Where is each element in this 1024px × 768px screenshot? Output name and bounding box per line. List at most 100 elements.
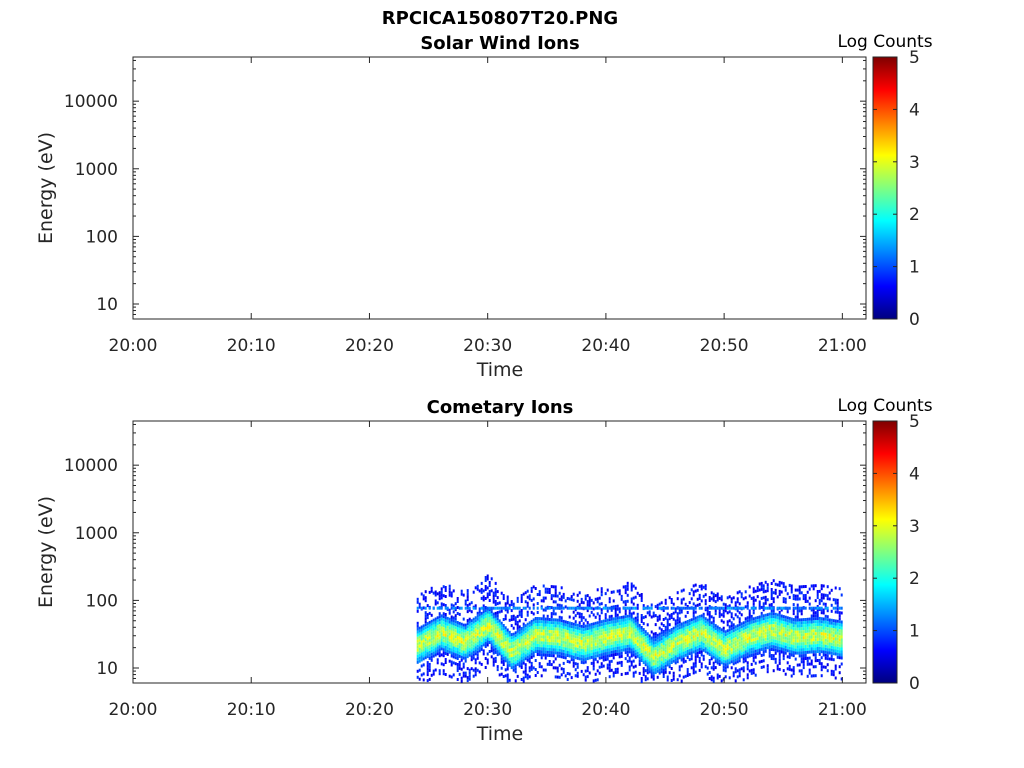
- heatmap-cell: [814, 647, 817, 651]
- heatmap-cell: [450, 591, 453, 595]
- heatmap-cell: [632, 620, 635, 624]
- heatmap-cell: [698, 650, 701, 654]
- heatmap-cell: [812, 641, 815, 645]
- heatmap-cell: [522, 640, 525, 644]
- heatmap-cell: [560, 616, 563, 620]
- heatmap-cell: [640, 647, 643, 650]
- heatmap-cell: [814, 626, 817, 630]
- heatmap-cell: [562, 634, 565, 638]
- heatmap-cell: [440, 587, 443, 591]
- heatmap-cell: [576, 671, 579, 675]
- heatmap-cell: [714, 633, 717, 637]
- heatmap-cell: [572, 634, 575, 638]
- heatmap-cell: [804, 627, 807, 630]
- heatmap-cell: [458, 654, 461, 658]
- heatmap-cell: [730, 600, 733, 604]
- heatmap-cell: [824, 641, 827, 645]
- heatmap-cell: [648, 637, 651, 641]
- heatmap-cell: [664, 670, 667, 674]
- heatmap-cell: [760, 596, 763, 600]
- heatmap-cell: [416, 660, 419, 664]
- heatmap-cell: [506, 649, 509, 653]
- heatmap-cell: [822, 611, 825, 615]
- heatmap-cell: [712, 616, 715, 620]
- heatmap-cell: [438, 627, 441, 631]
- heatmap-cell: [830, 642, 833, 646]
- heatmap-cell: [546, 606, 549, 610]
- heatmap-cell: [692, 638, 695, 642]
- heatmap-cell: [600, 641, 603, 645]
- heatmap-cell: [822, 623, 825, 627]
- heatmap-cell: [580, 654, 583, 658]
- heatmap-cell: [556, 669, 559, 673]
- heatmap-cell: [602, 637, 605, 641]
- heatmap-cell: [622, 621, 625, 625]
- heatmap-cell: [736, 630, 739, 634]
- heatmap-cell: [714, 666, 717, 670]
- heatmap-cell: [656, 651, 659, 655]
- heatmap-cell: [594, 597, 597, 601]
- heatmap-cell: [838, 671, 841, 675]
- heatmap-cell: [806, 662, 809, 666]
- heatmap-cell: [552, 621, 555, 625]
- heatmap-cell: [688, 628, 691, 632]
- heatmap-cell: [804, 600, 807, 603]
- heatmap-cell: [494, 629, 497, 633]
- heatmap-cell: [704, 626, 707, 630]
- heatmap-cell: [840, 626, 843, 630]
- heatmap-cell: [770, 624, 773, 627]
- heatmap-cell: [518, 610, 521, 614]
- heatmap-cell: [444, 646, 447, 649]
- heatmap-cell: [674, 661, 677, 665]
- heatmap-cell: [802, 654, 805, 658]
- heatmap-cell: [530, 634, 533, 638]
- heatmap-cell: [666, 660, 669, 664]
- heatmap-cell: [444, 652, 447, 655]
- heatmap-cell: [762, 606, 765, 610]
- heatmap-cell: [448, 590, 451, 594]
- heatmap-cell: [682, 651, 685, 655]
- heatmap-cell: [424, 647, 427, 651]
- heatmap-cell: [418, 650, 421, 654]
- heatmap-cell: [524, 633, 527, 637]
- heatmap-cell: [544, 644, 547, 648]
- heatmap-cell: [752, 629, 755, 633]
- heatmap-cell: [504, 659, 507, 663]
- heatmap-cell: [428, 656, 431, 660]
- heatmap-cell: [516, 632, 519, 636]
- heatmap-cell: [428, 647, 431, 651]
- heatmap-cell: [624, 633, 627, 637]
- heatmap-cell: [424, 614, 427, 618]
- heatmap-cell: [698, 596, 701, 600]
- heatmap-cell: [754, 634, 757, 638]
- heatmap-cell: [440, 644, 443, 648]
- heatmap-cell: [622, 624, 625, 628]
- heatmap-cell: [612, 632, 615, 636]
- heatmap-cell: [568, 633, 571, 637]
- heatmap-cell: [456, 639, 459, 642]
- heatmap-cell: [674, 628, 677, 632]
- heatmap-cell: [600, 653, 603, 657]
- heatmap-cell: [568, 651, 571, 655]
- heatmap-cell: [504, 656, 507, 660]
- heatmap-cell: [730, 651, 733, 655]
- heatmap-cell: [542, 584, 545, 588]
- heatmap-cell: [440, 635, 443, 639]
- heatmap-cell: [824, 638, 827, 642]
- heatmap-cell: [552, 606, 555, 610]
- heatmap-cell: [760, 653, 763, 657]
- heatmap-cell: [834, 637, 837, 641]
- heatmap-cell: [562, 652, 565, 656]
- heatmap-cell: [438, 618, 441, 622]
- heatmap-cell: [820, 650, 823, 654]
- heatmap-cell: [498, 628, 501, 632]
- heatmap-cell: [784, 645, 787, 649]
- heatmap-cell: [452, 661, 455, 665]
- heatmap-cell: [448, 611, 451, 615]
- heatmap-cell: [570, 643, 573, 647]
- heatmap-cell: [522, 649, 525, 653]
- heatmap-cell: [456, 666, 459, 669]
- heatmap-cell: [754, 655, 757, 659]
- heatmap-cell: [582, 628, 585, 632]
- heatmap-cell: [758, 639, 761, 643]
